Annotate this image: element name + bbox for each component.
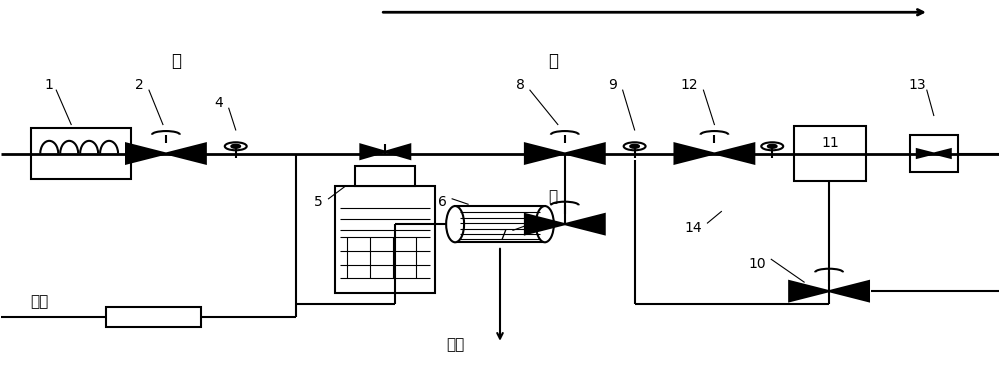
Text: 开: 开: [171, 52, 181, 70]
Bar: [106, 307, 201, 327]
Bar: [794, 126, 866, 181]
Circle shape: [231, 145, 240, 148]
Text: 9: 9: [608, 78, 617, 92]
Bar: [355, 166, 415, 186]
Text: 11: 11: [821, 136, 839, 150]
Polygon shape: [675, 143, 714, 164]
Text: 8: 8: [516, 78, 524, 92]
Text: 6: 6: [438, 195, 447, 210]
Text: 1: 1: [45, 78, 54, 92]
Text: 补液: 补液: [30, 295, 48, 310]
Polygon shape: [829, 281, 869, 301]
Polygon shape: [565, 214, 605, 234]
Text: 14: 14: [685, 221, 702, 235]
Text: 关: 关: [548, 189, 557, 204]
Polygon shape: [166, 143, 206, 164]
Polygon shape: [789, 281, 829, 301]
Text: 冷源: 冷源: [446, 337, 464, 352]
Polygon shape: [525, 214, 565, 234]
Polygon shape: [385, 145, 410, 159]
Circle shape: [768, 145, 777, 148]
Ellipse shape: [446, 206, 464, 242]
Text: 10: 10: [748, 257, 766, 271]
Polygon shape: [917, 149, 934, 158]
Bar: [455, 206, 545, 242]
Text: 开: 开: [548, 52, 558, 70]
Bar: [31, 128, 131, 179]
Bar: [910, 135, 958, 172]
Text: 4: 4: [214, 96, 223, 110]
Polygon shape: [714, 143, 754, 164]
Polygon shape: [126, 143, 166, 164]
Ellipse shape: [536, 206, 554, 242]
Polygon shape: [525, 143, 565, 164]
Bar: [335, 186, 435, 293]
Text: 12: 12: [681, 78, 698, 92]
Polygon shape: [934, 149, 951, 158]
Polygon shape: [565, 143, 605, 164]
Text: 2: 2: [135, 78, 143, 92]
Text: 13: 13: [908, 78, 926, 92]
Circle shape: [630, 145, 639, 148]
Polygon shape: [360, 145, 385, 159]
Text: 5: 5: [314, 195, 323, 210]
Text: 7: 7: [499, 228, 507, 242]
